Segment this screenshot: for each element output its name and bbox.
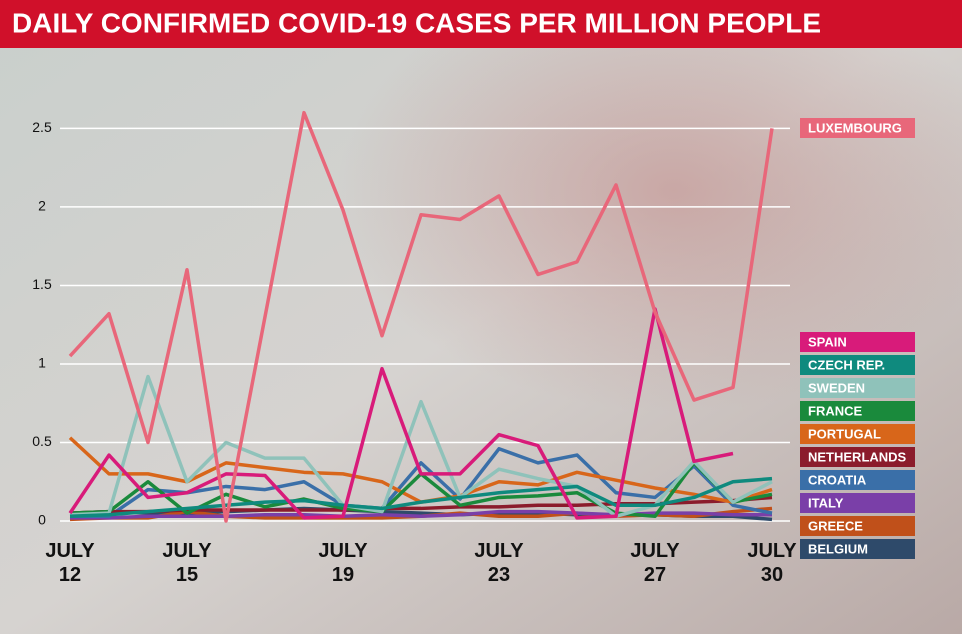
legend-swatch (800, 401, 915, 421)
legend-swatch (800, 118, 915, 138)
x-tick-label: JULY 12 (45, 540, 95, 586)
series-line (68, 110, 774, 523)
x-tick-label: JULY 27 (630, 540, 680, 586)
series-line (70, 509, 772, 520)
legend-swatch (800, 355, 915, 375)
legend-swatch (800, 378, 915, 398)
legend-label: SWEDEN (808, 380, 865, 395)
series-line (68, 307, 734, 520)
y-tick-label: 1 (38, 355, 46, 371)
legend-label: SPAIN (808, 334, 847, 349)
legend-label: ITALY (808, 495, 844, 510)
legend-swatch (800, 493, 915, 513)
legend-swatch (800, 516, 915, 536)
x-tick-label: JULY 19 (318, 540, 368, 586)
legend-label: CZECH REP. (808, 357, 885, 372)
legend-swatch (800, 539, 915, 559)
chart-title: DAILY CONFIRMED COVID-19 CASES PER MILLI… (12, 7, 821, 38)
x-tick-label: JULY 30 (747, 540, 797, 586)
y-tick-label: 0 (38, 512, 46, 528)
y-tick-label: 0.5 (32, 433, 52, 449)
legend-label: NETHERLANDS (808, 449, 907, 464)
legend-swatch (800, 424, 915, 444)
legend-swatch (800, 470, 915, 490)
y-tick-label: 1.5 (32, 276, 52, 292)
legend-swatch (800, 447, 915, 467)
title-bar (0, 0, 962, 48)
legend-label: LUXEMBOURG (808, 120, 902, 135)
series-line (69, 476, 773, 519)
legend-label: FRANCE (808, 403, 862, 418)
legend-label: GREECE (808, 518, 863, 533)
legend-label: PORTUGAL (808, 426, 881, 441)
x-tick-label: JULY 15 (162, 540, 212, 586)
y-tick-label: 2.5 (32, 119, 52, 135)
legend-swatch (800, 332, 915, 352)
x-tick-label: JULY 23 (474, 540, 524, 586)
legend-label: CROATIA (808, 472, 867, 487)
legend-label: BELGIUM (808, 541, 868, 556)
y-tick-label: 2 (38, 198, 46, 214)
